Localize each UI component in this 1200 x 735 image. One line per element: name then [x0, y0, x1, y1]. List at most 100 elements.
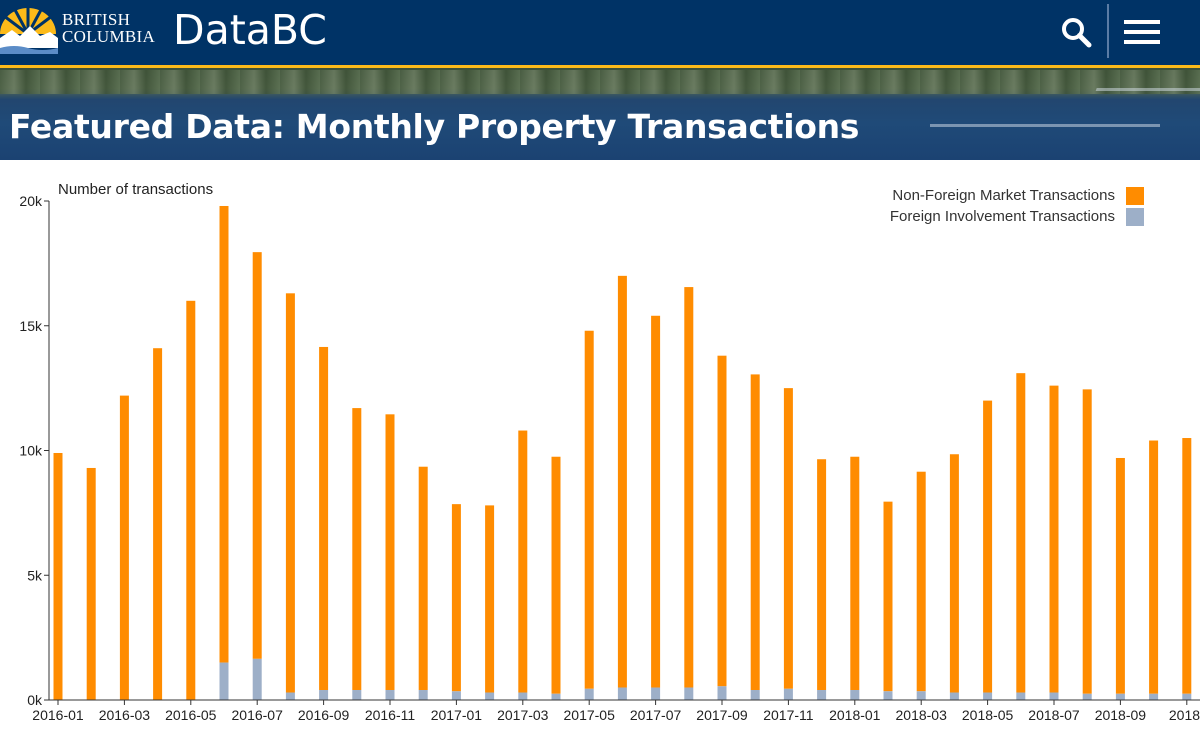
bar-foreign[interactable] — [1149, 693, 1159, 700]
bar-non-foreign[interactable] — [651, 315, 661, 688]
bar-foreign[interactable] — [916, 691, 926, 700]
bar-non-foreign[interactable] — [1016, 373, 1026, 693]
bar-foreign[interactable] — [983, 692, 993, 700]
x-tick-label: 2016-01 — [32, 707, 84, 723]
x-tick-label: 2016-07 — [232, 707, 284, 723]
bar-non-foreign[interactable] — [485, 505, 495, 693]
legend-swatch — [1126, 187, 1144, 205]
x-tick-label: 2018-03 — [896, 707, 948, 723]
bar-foreign[interactable] — [584, 688, 594, 700]
bar-non-foreign[interactable] — [86, 467, 96, 700]
bar-non-foreign[interactable] — [153, 348, 163, 700]
bar-foreign[interactable] — [1182, 693, 1192, 700]
bar-foreign[interactable] — [617, 687, 627, 700]
bar-non-foreign[interactable] — [219, 205, 229, 663]
y-tick-label: 20k — [19, 193, 43, 209]
bar-non-foreign[interactable] — [418, 466, 428, 691]
legend-label: Foreign Involvement Transactions — [890, 208, 1115, 225]
bar-non-foreign[interactable] — [717, 355, 727, 687]
x-axis: 2016-01 2016-03 2016-05 2016-07 2016-09 2016-… — [32, 699, 1200, 723]
featured-banner — [0, 68, 1200, 160]
bar-non-foreign[interactable] — [684, 287, 694, 688]
bar-non-foreign[interactable] — [883, 501, 893, 692]
bc-government-logo-icon[interactable] — [0, 4, 160, 60]
bar-foreign[interactable] — [1115, 693, 1125, 700]
bar-non-foreign[interactable] — [551, 456, 561, 694]
bar-non-foreign[interactable] — [783, 388, 793, 689]
bar-foreign[interactable] — [518, 692, 528, 700]
bar-foreign[interactable] — [418, 690, 428, 700]
bar-non-foreign[interactable] — [916, 471, 926, 692]
x-tick-label: 2018-07 — [1028, 707, 1080, 723]
bars-group — [53, 205, 1192, 700]
x-tick-label: 2016-11 — [365, 707, 416, 723]
x-tick-label: 2017-01 — [431, 707, 483, 723]
bar-foreign[interactable] — [385, 690, 395, 700]
bar-non-foreign[interactable] — [1082, 389, 1092, 694]
bar-foreign[interactable] — [1049, 692, 1059, 700]
bar-non-foreign[interactable] — [1149, 440, 1159, 694]
logo-line-columbia: COLUMBIA — [62, 27, 156, 46]
bar-foreign[interactable] — [1016, 692, 1026, 700]
bar-non-foreign[interactable] — [252, 252, 262, 659]
bar-non-foreign[interactable] — [750, 374, 760, 691]
bar-foreign[interactable] — [817, 690, 827, 700]
x-tick-label: 2017-09 — [696, 707, 748, 723]
bar-non-foreign[interactable] — [352, 408, 362, 691]
y-tick-label: 10k — [19, 443, 43, 459]
bar-non-foreign[interactable] — [1115, 457, 1125, 694]
page-title: Featured Data: Monthly Property Transact… — [9, 107, 860, 146]
x-tick-label: 2016-05 — [165, 707, 217, 723]
site-brand[interactable]: DataBC — [173, 6, 327, 54]
bar-foreign[interactable] — [319, 690, 329, 700]
bar-non-foreign[interactable] — [319, 346, 329, 691]
bar-non-foreign[interactable] — [53, 452, 63, 700]
bar-non-foreign[interactable] — [584, 330, 594, 689]
bar-foreign[interactable] — [451, 691, 461, 700]
bar-foreign[interactable] — [252, 658, 262, 700]
bar-foreign[interactable] — [750, 690, 760, 700]
bar-non-foreign[interactable] — [385, 414, 395, 691]
bar-foreign[interactable] — [684, 687, 694, 700]
bar-foreign[interactable] — [352, 690, 362, 700]
x-tick-label: 2016-09 — [298, 707, 350, 723]
bar-foreign[interactable] — [850, 690, 860, 700]
bar-non-foreign[interactable] — [949, 454, 959, 693]
bar-non-foreign[interactable] — [1049, 385, 1059, 693]
y-tick-label: 5k — [27, 567, 43, 583]
legend-label: Non-Foreign Market Transactions — [892, 187, 1115, 204]
bar-non-foreign[interactable] — [817, 459, 827, 691]
bar-non-foreign[interactable] — [850, 456, 860, 691]
bar-foreign[interactable] — [1082, 693, 1092, 700]
bar-non-foreign[interactable] — [518, 430, 528, 693]
chart-legend: Non-Foreign Market Transactions Foreign I… — [890, 187, 1144, 226]
x-tick-label: 2018-09 — [1095, 707, 1147, 723]
bar-non-foreign[interactable] — [983, 400, 993, 693]
bar-foreign[interactable] — [883, 691, 893, 700]
bar-non-foreign[interactable] — [285, 293, 295, 693]
x-tick-label: 2017-05 — [564, 707, 616, 723]
bar-non-foreign[interactable] — [186, 300, 196, 700]
bar-non-foreign[interactable] — [1182, 438, 1192, 694]
bar-foreign[interactable] — [717, 686, 727, 700]
top-navigation-bar: BRITISH COLUMBIA DataBC — [0, 0, 1200, 68]
bar-foreign[interactable] — [651, 687, 661, 700]
bar-foreign[interactable] — [219, 662, 229, 700]
bar-non-foreign[interactable] — [119, 395, 129, 700]
bar-foreign[interactable] — [551, 693, 561, 700]
legend-swatch — [1126, 208, 1144, 226]
monthly-transactions-chart: Number of transactions 0k 5k 10k 15k 20k 201… — [19, 181, 1200, 723]
bar-foreign[interactable] — [783, 688, 793, 700]
logo-line-british: BRITISH — [62, 10, 131, 29]
bar-foreign[interactable] — [285, 692, 295, 700]
hamburger-menu-icon[interactable] — [1120, 14, 1164, 50]
bar-non-foreign[interactable] — [617, 275, 627, 688]
x-tick-label: 2018- — [1169, 707, 1200, 723]
search-icon[interactable] — [1058, 14, 1094, 50]
bar-foreign[interactable] — [949, 692, 959, 700]
bar-foreign[interactable] — [485, 692, 495, 700]
x-tick-label: 2017-03 — [497, 707, 549, 723]
y-axis: 0k 5k 10k 15k 20k — [19, 193, 50, 708]
y-tick-label: 15k — [19, 318, 43, 334]
bar-non-foreign[interactable] — [451, 504, 461, 692]
